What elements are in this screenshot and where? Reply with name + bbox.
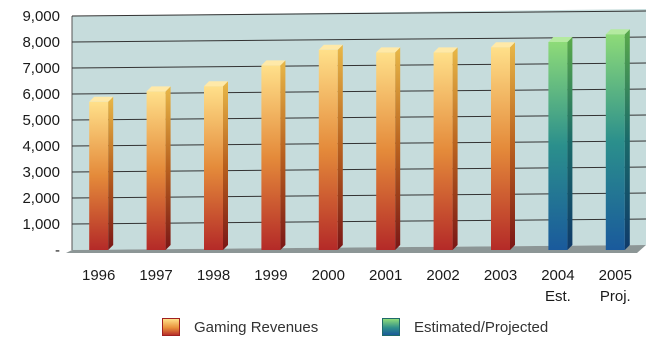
x-tick-label: 2005 [599, 267, 632, 284]
bar-top [491, 42, 515, 48]
legend-item-estimated: Estimated/Projected [382, 318, 548, 336]
y-tick-label: 7,000 [22, 60, 60, 77]
bar-side [452, 47, 458, 251]
bar-top [204, 81, 228, 87]
y-tick-label: 8,000 [22, 34, 60, 51]
bar-side [567, 37, 573, 250]
x-tick-label: Proj. [600, 288, 631, 305]
bar-side [165, 86, 171, 251]
bar-side [108, 96, 114, 250]
x-tick-label: 2000 [312, 267, 345, 284]
bar-side [395, 47, 401, 251]
y-tick-label: - [55, 242, 60, 259]
legend-label-estimated: Estimated/Projected [414, 318, 549, 336]
y-axis-labels: - 1,000 2,000 3,000 4,000 5,000 6,000 7,000 8,00… [22, 8, 60, 259]
bar-side [510, 42, 515, 251]
bar-gaming [433, 47, 458, 251]
bar-gaming [146, 86, 171, 251]
x-tick-label: 2004 [541, 267, 574, 284]
bar-front [261, 65, 281, 251]
legend-swatch-gaming [162, 318, 180, 336]
bar-side [223, 81, 228, 250]
bar-est [548, 37, 573, 250]
x-axis-labels: 1996 1997 1998 1999 2000 2001 2002 2003 2004 Est.… [82, 267, 632, 305]
bar-top [433, 47, 458, 53]
x-tick-label: Est. [545, 288, 571, 305]
x-tick-label: 1998 [197, 267, 230, 284]
legend-label-gaming: Gaming Revenues [194, 318, 319, 336]
bar-gaming [89, 96, 114, 250]
bar-top [605, 29, 630, 35]
x-tick-label: 1996 [82, 267, 115, 284]
bars [89, 29, 630, 251]
y-tick-label: 3,000 [22, 164, 60, 181]
bar-top [318, 44, 343, 50]
legend-item-gaming: Gaming Revenues [162, 318, 318, 336]
bar-gaming [261, 60, 286, 251]
bar-top [89, 96, 114, 102]
bar-side [337, 44, 343, 250]
bar-top [146, 86, 171, 92]
bar-top [548, 37, 573, 42]
bar-est [605, 29, 630, 251]
y-tick-label: 9,000 [22, 8, 60, 25]
bar-front [318, 49, 338, 250]
bar-side [280, 60, 286, 251]
bar-front [491, 47, 510, 251]
bar-front [548, 42, 568, 250]
bar-gaming [376, 47, 401, 251]
x-tick-label: 2003 [484, 267, 517, 284]
x-tick-label: 1999 [254, 267, 287, 284]
bar-front [605, 34, 625, 251]
bar-front [89, 101, 109, 250]
legend: Gaming Revenues Estimated/Projected [0, 318, 651, 340]
x-tick-label: 1997 [139, 267, 172, 284]
bar-side [624, 29, 630, 251]
bar-front [204, 86, 223, 250]
gridline [71, 10, 647, 17]
legend-swatch-estimated [382, 318, 400, 336]
bar-top [376, 47, 401, 53]
gridline [71, 36, 647, 43]
y-tick-label: 1,000 [22, 216, 60, 233]
bar-top [261, 60, 286, 66]
x-tick-label: 2002 [426, 267, 459, 284]
y-tick-label: 6,000 [22, 86, 60, 103]
bar-front [433, 52, 453, 251]
x-tick-label: 2001 [369, 267, 402, 284]
bar-front [376, 52, 396, 251]
y-tick-label: 5,000 [22, 112, 60, 129]
bar-gaming [491, 42, 515, 251]
bar-gaming [204, 81, 228, 250]
y-tick-label: 4,000 [22, 138, 60, 155]
y-tick-label: 2,000 [22, 190, 60, 207]
bar-gaming [318, 44, 343, 250]
bar-front [146, 91, 166, 251]
